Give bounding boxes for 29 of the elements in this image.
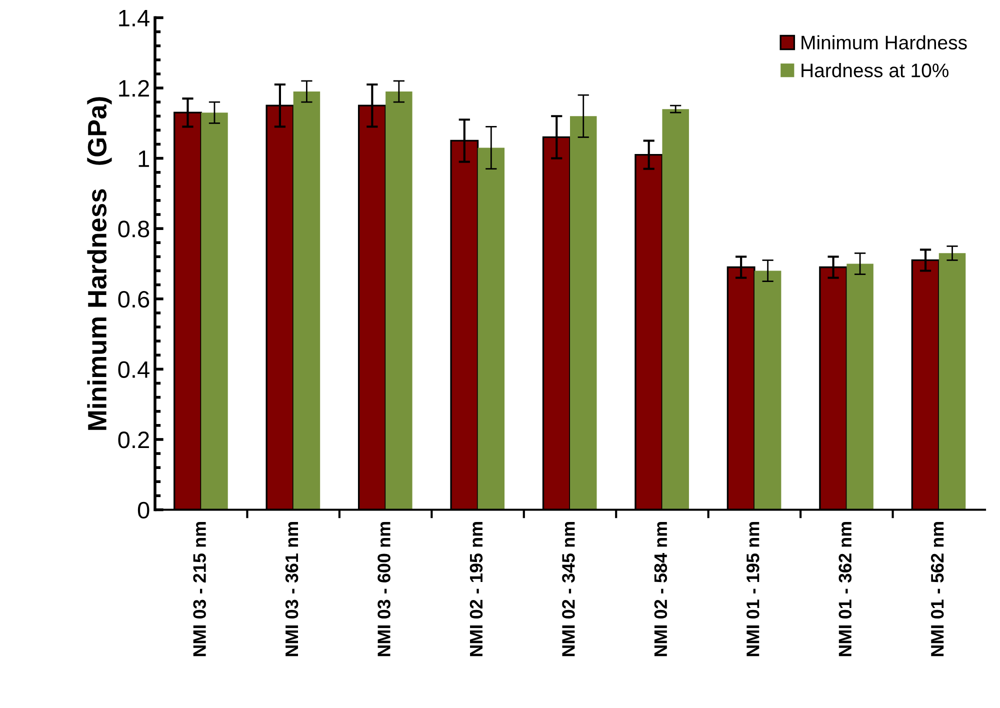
x-tick-label: NMI 01 - 562 nm bbox=[930, 522, 944, 656]
y-tick-label: 0.4 bbox=[118, 361, 150, 378]
bar bbox=[570, 116, 597, 510]
y-tick-label: 1.2 bbox=[119, 80, 149, 97]
y-tick-label: 1 bbox=[138, 150, 149, 167]
x-tick-label: NMI 02 - 195 nm bbox=[470, 522, 483, 656]
x-tick-label: NMI 03 - 600 nm bbox=[378, 522, 390, 656]
bar bbox=[293, 92, 320, 510]
bar bbox=[846, 264, 874, 510]
bar bbox=[201, 112, 228, 510]
bar bbox=[386, 92, 412, 510]
y-tick-label: 0 bbox=[138, 502, 150, 519]
legend-label: Hardness at 10% bbox=[802, 63, 948, 78]
y-tick-label: 0.8 bbox=[118, 220, 150, 238]
bar bbox=[938, 253, 966, 510]
bar bbox=[478, 148, 505, 510]
x-tick-label: NMI 02 - 345 nm bbox=[562, 522, 575, 656]
legend-label: Minimum Hardness bbox=[802, 35, 967, 50]
x-tick-label: NMI 01 - 362 nm bbox=[838, 522, 852, 656]
y-tick-label: 0.2 bbox=[118, 432, 149, 448]
y-tick-label: 1.4 bbox=[119, 10, 150, 26]
x-tick-label: NMI 02 - 584 nm bbox=[654, 522, 668, 656]
bar bbox=[754, 270, 782, 510]
x-tick-label: NMI 03 - 215 nm bbox=[193, 522, 206, 656]
bar bbox=[662, 109, 689, 510]
x-tick-label: NMI 01 - 195 nm bbox=[746, 522, 760, 656]
y-axis-title: Minimum Hardness (GPa) bbox=[87, 97, 112, 430]
x-tick-label: NMI 03 - 361 nm bbox=[285, 522, 298, 656]
y-tick-label: 0.6 bbox=[118, 290, 150, 308]
